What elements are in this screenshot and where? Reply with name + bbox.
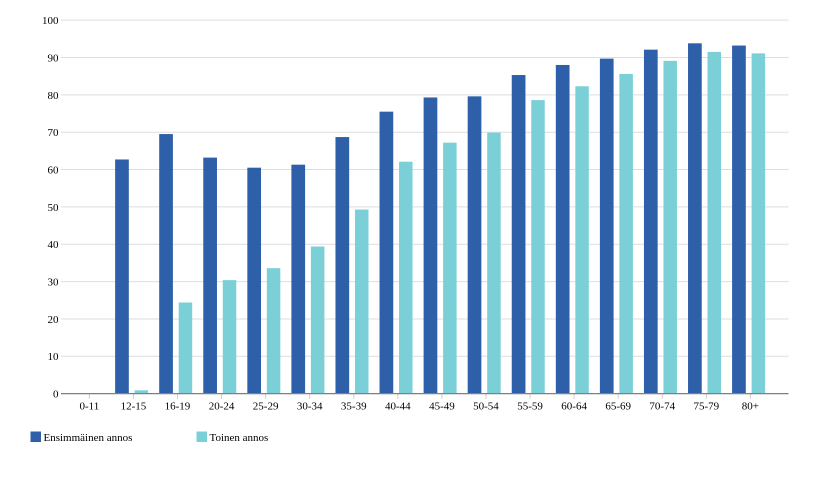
svg-text:60-64: 60-64 — [561, 401, 587, 413]
svg-text:50: 50 — [48, 202, 60, 214]
svg-text:50-54: 50-54 — [473, 401, 499, 413]
svg-text:40-44: 40-44 — [385, 401, 411, 413]
svg-text:65-69: 65-69 — [605, 401, 631, 413]
svg-text:80: 80 — [48, 90, 60, 102]
svg-text:30-34: 30-34 — [297, 401, 323, 413]
svg-text:80+: 80+ — [742, 401, 759, 413]
svg-text:35-39: 35-39 — [341, 401, 367, 413]
svg-text:45-49: 45-49 — [429, 401, 455, 413]
svg-text:55-59: 55-59 — [517, 401, 543, 413]
svg-text:20-24: 20-24 — [209, 401, 235, 413]
svg-text:100: 100 — [42, 15, 59, 27]
svg-text:10: 10 — [48, 351, 60, 363]
svg-text:70-74: 70-74 — [649, 401, 675, 413]
svg-text:12-15: 12-15 — [121, 401, 147, 413]
svg-text:75-79: 75-79 — [693, 401, 719, 413]
svg-text:90: 90 — [48, 52, 60, 64]
svg-text:0-11: 0-11 — [79, 401, 99, 413]
svg-text:Ensimmäinen annos: Ensimmäinen annos — [44, 432, 133, 444]
svg-text:60: 60 — [48, 164, 60, 176]
svg-text:25-29: 25-29 — [253, 401, 279, 413]
svg-text:20: 20 — [48, 314, 60, 326]
svg-text:0: 0 — [53, 389, 59, 401]
svg-text:70: 70 — [48, 127, 60, 139]
svg-text:40: 40 — [48, 239, 60, 251]
svg-text:16-19: 16-19 — [165, 401, 191, 413]
svg-text:30: 30 — [48, 277, 60, 289]
svg-text:Toinen annos: Toinen annos — [210, 432, 269, 444]
